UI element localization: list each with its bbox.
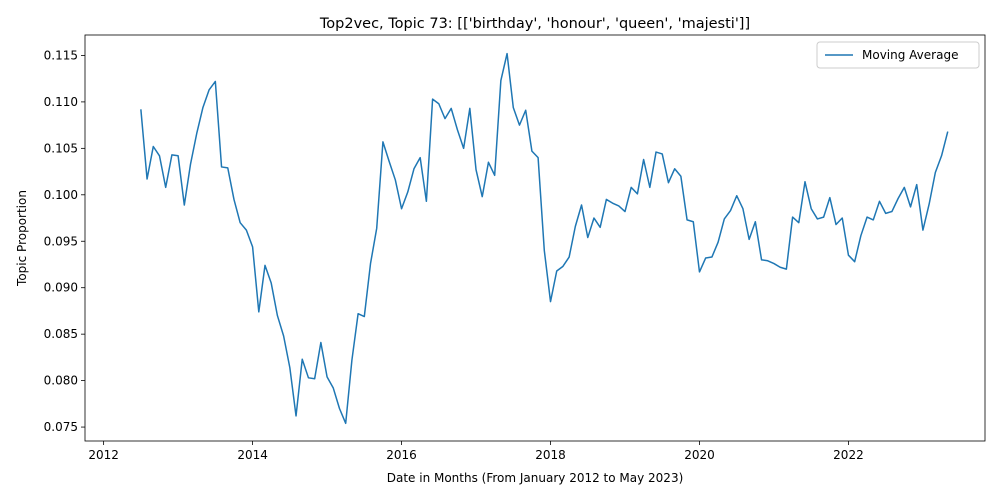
- y-tick-label: 0.090: [44, 281, 78, 295]
- y-axis-label: Topic Proportion: [15, 190, 29, 287]
- x-axis-ticks: 2012 2014 2016 2018 2020 2022: [88, 441, 864, 462]
- x-tick-label: 2014: [237, 448, 268, 462]
- plot-frame: [84, 34, 986, 442]
- y-tick-label: 0.095: [44, 234, 78, 248]
- x-tick-label: 2022: [833, 448, 864, 462]
- x-tick-label: 2012: [88, 448, 119, 462]
- x-tick-label: 2020: [684, 448, 715, 462]
- y-tick-label: 0.085: [44, 327, 78, 341]
- series-line-0: [140, 52, 949, 425]
- y-tick-label: 0.105: [44, 141, 78, 155]
- y-tick-label: 0.100: [44, 188, 78, 202]
- legend-box: [816, 41, 980, 69]
- x-axis-label: Date in Months (From January 2012 to May…: [387, 471, 684, 485]
- plot-area: [84, 34, 986, 442]
- y-tick-label: 0.110: [44, 95, 78, 109]
- y-tick-label: 0.115: [44, 48, 78, 62]
- y-axis-ticks: 0.075 0.080 0.085 0.090 0.095 0.100 0.105 0.110…: [44, 48, 85, 434]
- y-tick-label: 0.080: [44, 374, 78, 388]
- x-tick-label: 2016: [386, 448, 417, 462]
- legend: Moving Average: [816, 41, 980, 69]
- chart-title: Top2vec, Topic 73: [['birthday', 'honour…: [319, 16, 750, 32]
- x-tick-label: 2018: [535, 448, 566, 462]
- legend-entry-label: Moving Average: [862, 48, 958, 62]
- y-tick-label: 0.075: [44, 420, 78, 434]
